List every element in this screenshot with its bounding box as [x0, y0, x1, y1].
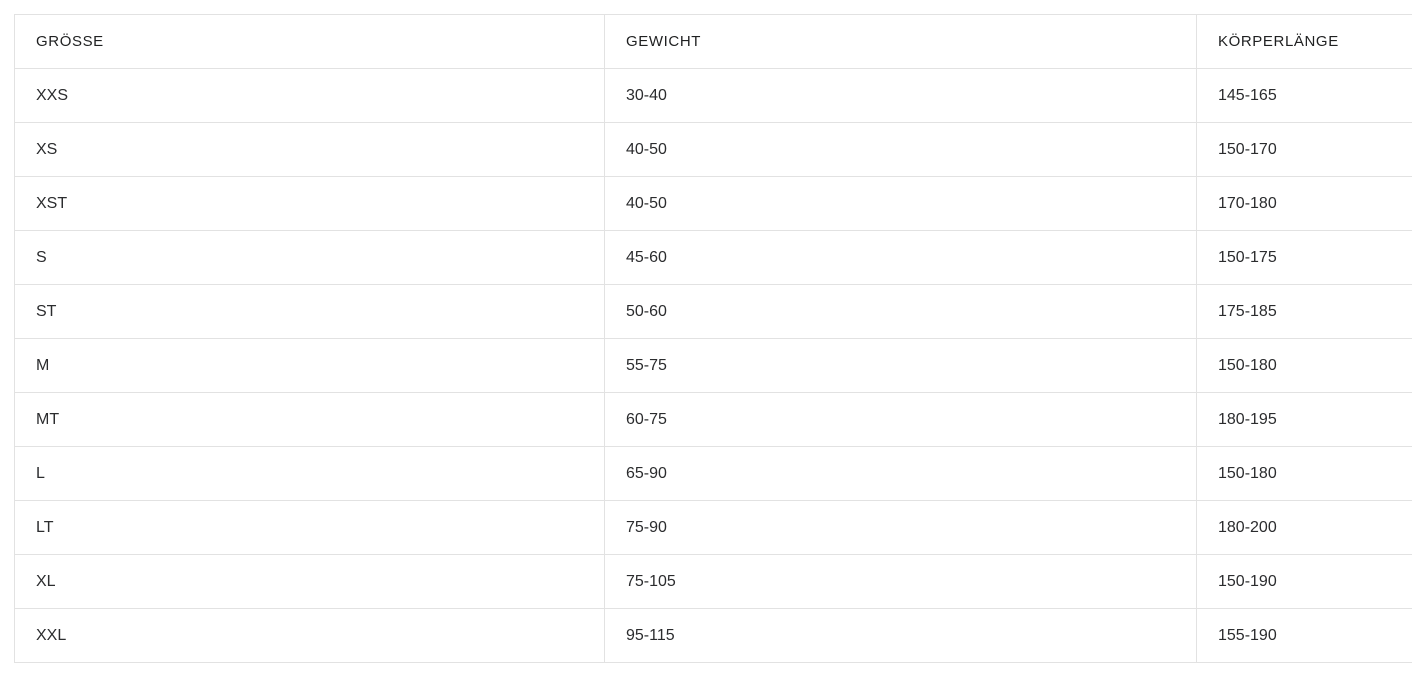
- cell-weight: 40-50: [604, 176, 1197, 231]
- table-row: XS 40-50 150-170: [14, 122, 1412, 177]
- cell-size: LT: [14, 500, 605, 555]
- table-row: XXS 30-40 145-165: [14, 68, 1412, 123]
- table-row: ST 50-60 175-185: [14, 284, 1412, 339]
- cell-size: XL: [14, 554, 605, 609]
- table-row: MT 60-75 180-195: [14, 392, 1412, 447]
- cell-size: XXS: [14, 68, 605, 123]
- cell-weight: 30-40: [604, 68, 1197, 123]
- cell-size: M: [14, 338, 605, 393]
- cell-height: 150-180: [1196, 338, 1412, 393]
- cell-height: 150-170: [1196, 122, 1412, 177]
- table-row: LT 75-90 180-200: [14, 500, 1412, 555]
- cell-weight: 75-105: [604, 554, 1197, 609]
- cell-weight: 60-75: [604, 392, 1197, 447]
- cell-weight: 40-50: [604, 122, 1197, 177]
- column-header-weight: GEWICHT: [604, 14, 1197, 69]
- cell-weight: 95-115: [604, 608, 1197, 663]
- table-row: L 65-90 150-180: [14, 446, 1412, 501]
- column-header-height: KÖRPERLÄNGE: [1196, 14, 1412, 69]
- header-row: GRÖSSE GEWICHT KÖRPERLÄNGE: [14, 14, 1412, 69]
- cell-height: 155-190: [1196, 608, 1412, 663]
- cell-size: XXL: [14, 608, 605, 663]
- cell-weight: 75-90: [604, 500, 1197, 555]
- column-header-size: GRÖSSE: [14, 14, 605, 69]
- cell-height: 175-185: [1196, 284, 1412, 339]
- cell-size: ST: [14, 284, 605, 339]
- size-chart-header: GRÖSSE GEWICHT KÖRPERLÄNGE: [14, 14, 1412, 69]
- cell-weight: 45-60: [604, 230, 1197, 285]
- cell-height: 180-195: [1196, 392, 1412, 447]
- cell-height: 170-180: [1196, 176, 1412, 231]
- table-row: XL 75-105 150-190: [14, 554, 1412, 609]
- cell-height: 145-165: [1196, 68, 1412, 123]
- cell-size: L: [14, 446, 605, 501]
- cell-height: 150-190: [1196, 554, 1412, 609]
- cell-height: 180-200: [1196, 500, 1412, 555]
- table-row: S 45-60 150-175: [14, 230, 1412, 285]
- cell-size: S: [14, 230, 605, 285]
- table-row: XXL 95-115 155-190: [14, 608, 1412, 663]
- table-row: XST 40-50 170-180: [14, 176, 1412, 231]
- cell-weight: 65-90: [604, 446, 1197, 501]
- cell-size: XST: [14, 176, 605, 231]
- table-row: M 55-75 150-180: [14, 338, 1412, 393]
- size-chart-table: GRÖSSE GEWICHT KÖRPERLÄNGE XXS 30-40 145-165…: [14, 14, 1412, 663]
- cell-size: MT: [14, 392, 605, 447]
- cell-weight: 50-60: [604, 284, 1197, 339]
- cell-height: 150-180: [1196, 446, 1412, 501]
- cell-weight: 55-75: [604, 338, 1197, 393]
- cell-size: XS: [14, 122, 605, 177]
- size-chart-body: XXS 30-40 145-165 XS 40-50 150-170 XST 40-50 170…: [14, 68, 1412, 663]
- cell-height: 150-175: [1196, 230, 1412, 285]
